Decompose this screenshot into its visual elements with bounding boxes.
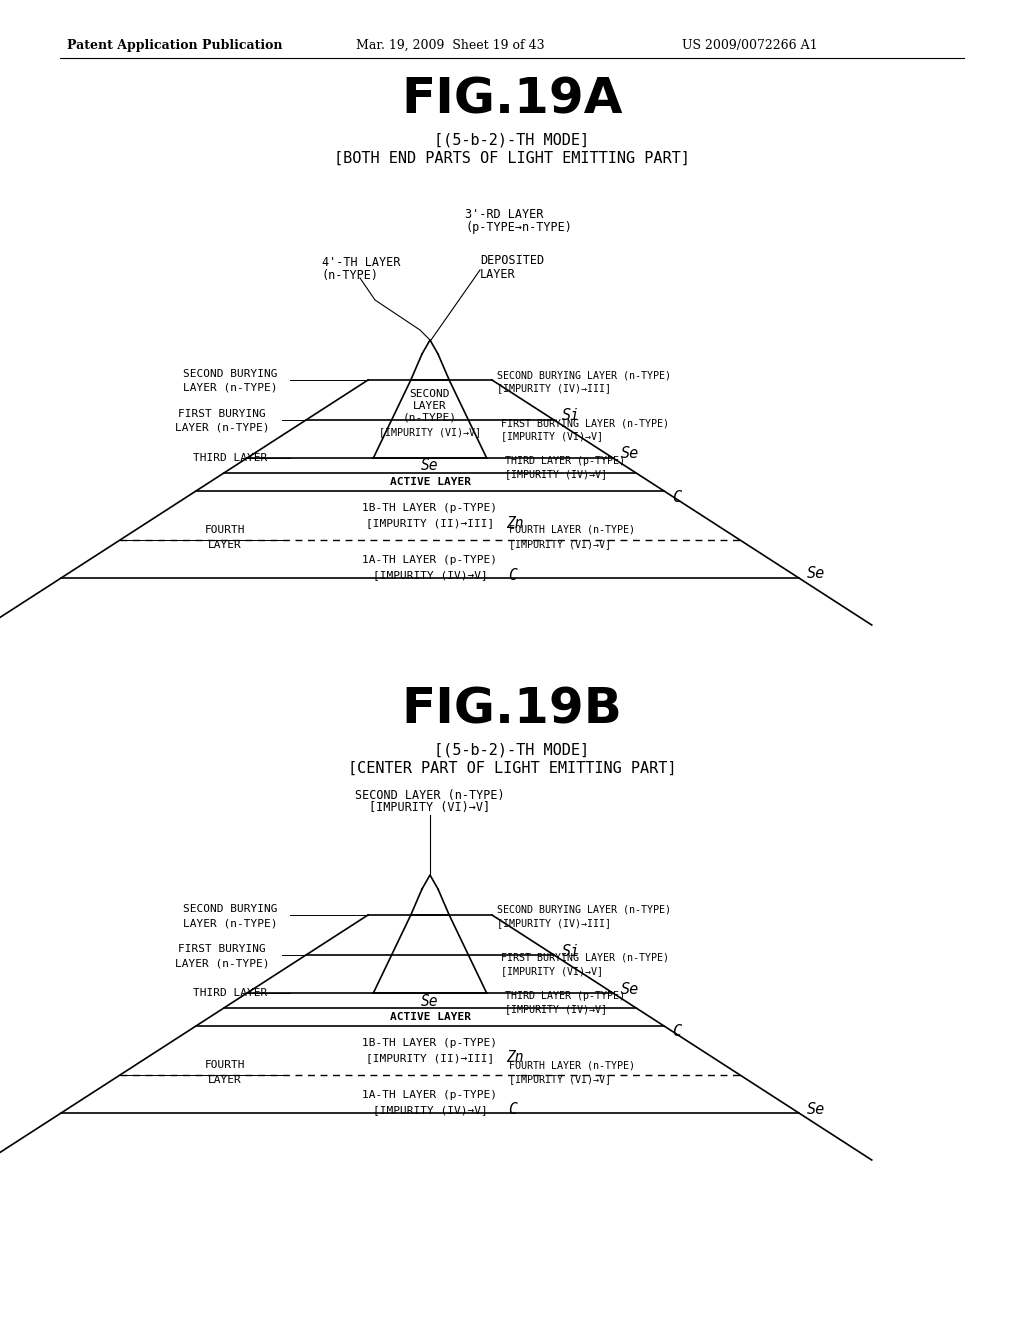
Text: FIRST BURYING LAYER (n-TYPE): FIRST BURYING LAYER (n-TYPE) xyxy=(501,418,669,428)
Text: [IMPURITY (IV)→III]: [IMPURITY (IV)→III] xyxy=(497,383,611,393)
Text: [IMPURITY (VI)→V]: [IMPURITY (VI)→V] xyxy=(509,1074,611,1084)
Text: [IMPURITY (VI)→V]: [IMPURITY (VI)→V] xyxy=(379,426,481,437)
Text: FIG.19A: FIG.19A xyxy=(401,77,623,124)
Text: [IMPURITY (VI)→V]: [IMPURITY (VI)→V] xyxy=(501,432,603,441)
Text: 1B-TH LAYER (p-TYPE): 1B-TH LAYER (p-TYPE) xyxy=(362,1038,498,1048)
Text: FIG.19B: FIG.19B xyxy=(401,686,623,734)
Text: Se: Se xyxy=(807,1101,825,1117)
Text: 4'-TH LAYER: 4'-TH LAYER xyxy=(322,256,400,269)
Text: 1A-TH LAYER (p-TYPE): 1A-TH LAYER (p-TYPE) xyxy=(362,554,498,565)
Text: FOURTH LAYER (n-TYPE): FOURTH LAYER (n-TYPE) xyxy=(509,1060,635,1071)
Text: THIRD LAYER (p-TYPE): THIRD LAYER (p-TYPE) xyxy=(505,991,625,1001)
Text: Si: Si xyxy=(562,408,581,424)
Text: SECOND BURYING: SECOND BURYING xyxy=(182,370,278,379)
Text: Se: Se xyxy=(621,446,639,462)
Text: (p-TYPE→n-TYPE): (p-TYPE→n-TYPE) xyxy=(465,222,571,235)
Text: SECOND: SECOND xyxy=(410,389,451,399)
Text: Se: Se xyxy=(807,566,825,582)
Text: LAYER (n-TYPE): LAYER (n-TYPE) xyxy=(175,958,269,968)
Text: 1A-TH LAYER (p-TYPE): 1A-TH LAYER (p-TYPE) xyxy=(362,1090,498,1100)
Text: LAYER (n-TYPE): LAYER (n-TYPE) xyxy=(182,917,278,928)
Text: [IMPURITY (IV)→V]: [IMPURITY (IV)→V] xyxy=(505,1005,607,1014)
Text: FOURTH LAYER (n-TYPE): FOURTH LAYER (n-TYPE) xyxy=(509,525,635,535)
Text: DEPOSITED: DEPOSITED xyxy=(480,255,544,268)
Text: C: C xyxy=(672,1024,681,1040)
Text: [(5-b-2)-TH MODE]: [(5-b-2)-TH MODE] xyxy=(434,132,590,148)
Text: FOURTH: FOURTH xyxy=(205,525,246,535)
Text: [CENTER PART OF LIGHT EMITTING PART]: [CENTER PART OF LIGHT EMITTING PART] xyxy=(348,760,676,776)
Text: ACTIVE LAYER: ACTIVE LAYER xyxy=(389,1012,470,1022)
Text: [IMPURITY (IV)→V]: [IMPURITY (IV)→V] xyxy=(505,469,607,479)
Text: SECOND BURYING: SECOND BURYING xyxy=(182,904,278,913)
Text: [IMPURITY (II)→III]: [IMPURITY (II)→III] xyxy=(366,1053,495,1063)
Text: FIRST BURYING: FIRST BURYING xyxy=(178,944,266,954)
Text: SECOND BURYING LAYER (n-TYPE): SECOND BURYING LAYER (n-TYPE) xyxy=(497,906,671,915)
Text: [IMPURITY (VI)→V]: [IMPURITY (VI)→V] xyxy=(501,966,603,975)
Text: LAYER (n-TYPE): LAYER (n-TYPE) xyxy=(182,383,278,393)
Text: C: C xyxy=(672,490,681,504)
Text: Se: Se xyxy=(421,994,438,1008)
Text: [IMPURITY (IV)→V]: [IMPURITY (IV)→V] xyxy=(373,1105,487,1115)
Text: [(5-b-2)-TH MODE]: [(5-b-2)-TH MODE] xyxy=(434,742,590,758)
Text: ACTIVE LAYER: ACTIVE LAYER xyxy=(389,477,470,487)
Text: SECOND BURYING LAYER (n-TYPE): SECOND BURYING LAYER (n-TYPE) xyxy=(497,370,671,380)
Text: (n-TYPE): (n-TYPE) xyxy=(403,413,457,422)
Text: [IMPURITY (VI)→V]: [IMPURITY (VI)→V] xyxy=(509,539,611,549)
Text: Se: Se xyxy=(621,982,639,997)
Text: Zn: Zn xyxy=(506,516,523,531)
Text: 3'-RD LAYER: 3'-RD LAYER xyxy=(465,209,544,222)
Text: US 2009/0072266 A1: US 2009/0072266 A1 xyxy=(682,38,818,51)
Text: SECOND LAYER (n-TYPE): SECOND LAYER (n-TYPE) xyxy=(355,788,505,801)
Text: [IMPURITY (VI)→V]: [IMPURITY (VI)→V] xyxy=(370,801,490,814)
Text: Si: Si xyxy=(562,944,581,958)
Text: THIRD LAYER: THIRD LAYER xyxy=(193,987,267,998)
Text: LAYER: LAYER xyxy=(480,268,516,281)
Text: FIRST BURYING: FIRST BURYING xyxy=(178,409,266,418)
Text: C: C xyxy=(509,568,517,582)
Text: Patent Application Publication: Patent Application Publication xyxy=(68,38,283,51)
Text: Zn: Zn xyxy=(506,1051,523,1065)
Text: LAYER (n-TYPE): LAYER (n-TYPE) xyxy=(175,422,269,433)
Text: FOURTH: FOURTH xyxy=(205,1060,246,1071)
Text: LAYER: LAYER xyxy=(208,540,242,550)
Text: [IMPURITY (IV)→III]: [IMPURITY (IV)→III] xyxy=(497,917,611,928)
Text: FIRST BURYING LAYER (n-TYPE): FIRST BURYING LAYER (n-TYPE) xyxy=(501,953,669,964)
Text: (n-TYPE): (n-TYPE) xyxy=(322,269,379,282)
Text: Mar. 19, 2009  Sheet 19 of 43: Mar. 19, 2009 Sheet 19 of 43 xyxy=(355,38,545,51)
Text: Se: Se xyxy=(421,458,438,474)
Text: [BOTH END PARTS OF LIGHT EMITTING PART]: [BOTH END PARTS OF LIGHT EMITTING PART] xyxy=(334,150,690,165)
Text: [IMPURITY (II)→III]: [IMPURITY (II)→III] xyxy=(366,517,495,528)
Text: LAYER: LAYER xyxy=(413,401,446,411)
Text: THIRD LAYER: THIRD LAYER xyxy=(193,453,267,463)
Text: LAYER: LAYER xyxy=(208,1074,242,1085)
Text: C: C xyxy=(509,1102,517,1118)
Text: [IMPURITY (IV)→V]: [IMPURITY (IV)→V] xyxy=(373,570,487,579)
Text: THIRD LAYER (p-TYPE): THIRD LAYER (p-TYPE) xyxy=(505,455,625,466)
Text: 1B-TH LAYER (p-TYPE): 1B-TH LAYER (p-TYPE) xyxy=(362,503,498,513)
